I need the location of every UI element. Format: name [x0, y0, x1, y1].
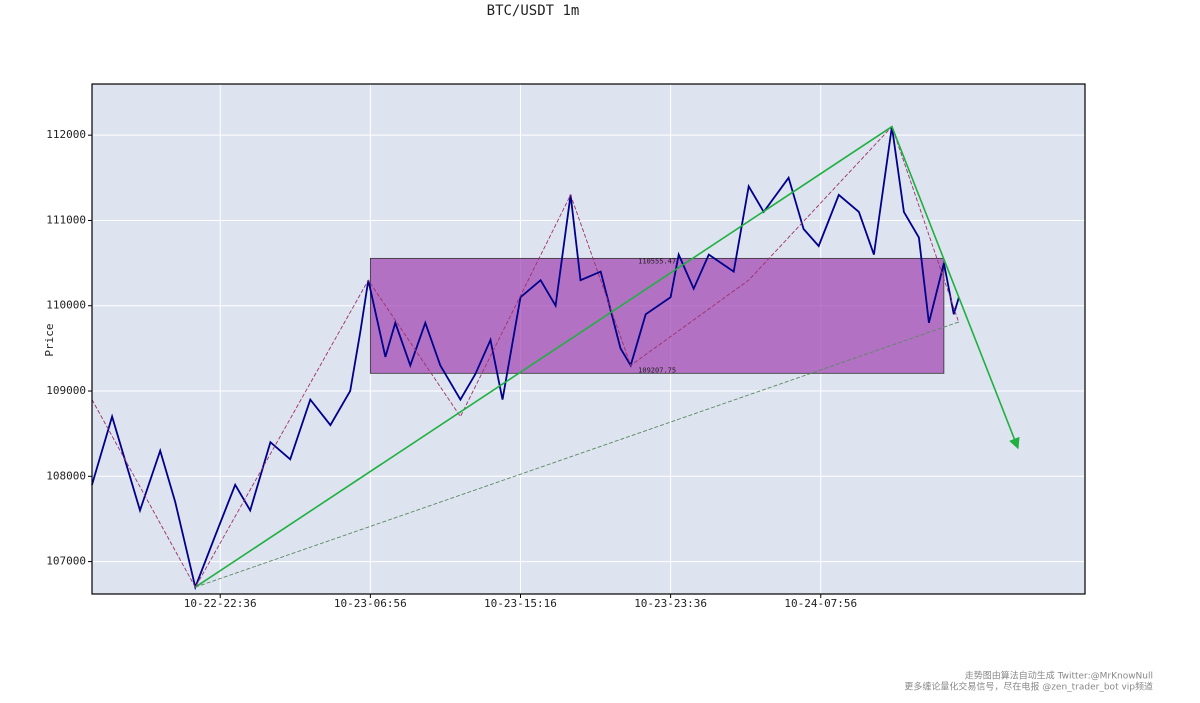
trend-line [195, 321, 960, 588]
price-zone [369, 257, 945, 374]
footer-line: 更多缠论量化交易信号，尽在电报 @zen_trader_bot vip频道 [904, 681, 1153, 693]
y-tick-label: 107000 [46, 555, 86, 568]
x-tick-label: 10-22-22:36 [184, 597, 257, 610]
y-axis-label: Price [43, 323, 56, 356]
y-tick-label: 109000 [46, 384, 86, 397]
trend-line [91, 125, 960, 589]
plot-border [91, 83, 1086, 595]
zone-bottom-label: 109207.75 [638, 366, 676, 374]
price-line [91, 126, 960, 591]
y-tick-label: 110000 [46, 299, 86, 312]
trend-line [194, 125, 1020, 588]
footer-line: 走势图由算法自动生成 Twitter:@MrKnowNull [965, 670, 1153, 682]
y-tick-label: 111000 [46, 213, 86, 226]
x-tick-label: 10-23-23:36 [634, 597, 707, 610]
y-tick-label: 112000 [46, 128, 86, 141]
x-tick-label: 10-23-06:56 [334, 597, 407, 610]
chart-title: BTC/USDT 1m [487, 3, 580, 19]
y-tick-label: 108000 [46, 469, 86, 482]
x-tick-label: 10-24-07:56 [784, 597, 857, 610]
x-tick-label: 10-23-15:16 [484, 597, 557, 610]
plot-layer: 110555.47 109207.75 [91, 84, 1085, 594]
zone-top-label: 110555.47 [638, 257, 676, 265]
